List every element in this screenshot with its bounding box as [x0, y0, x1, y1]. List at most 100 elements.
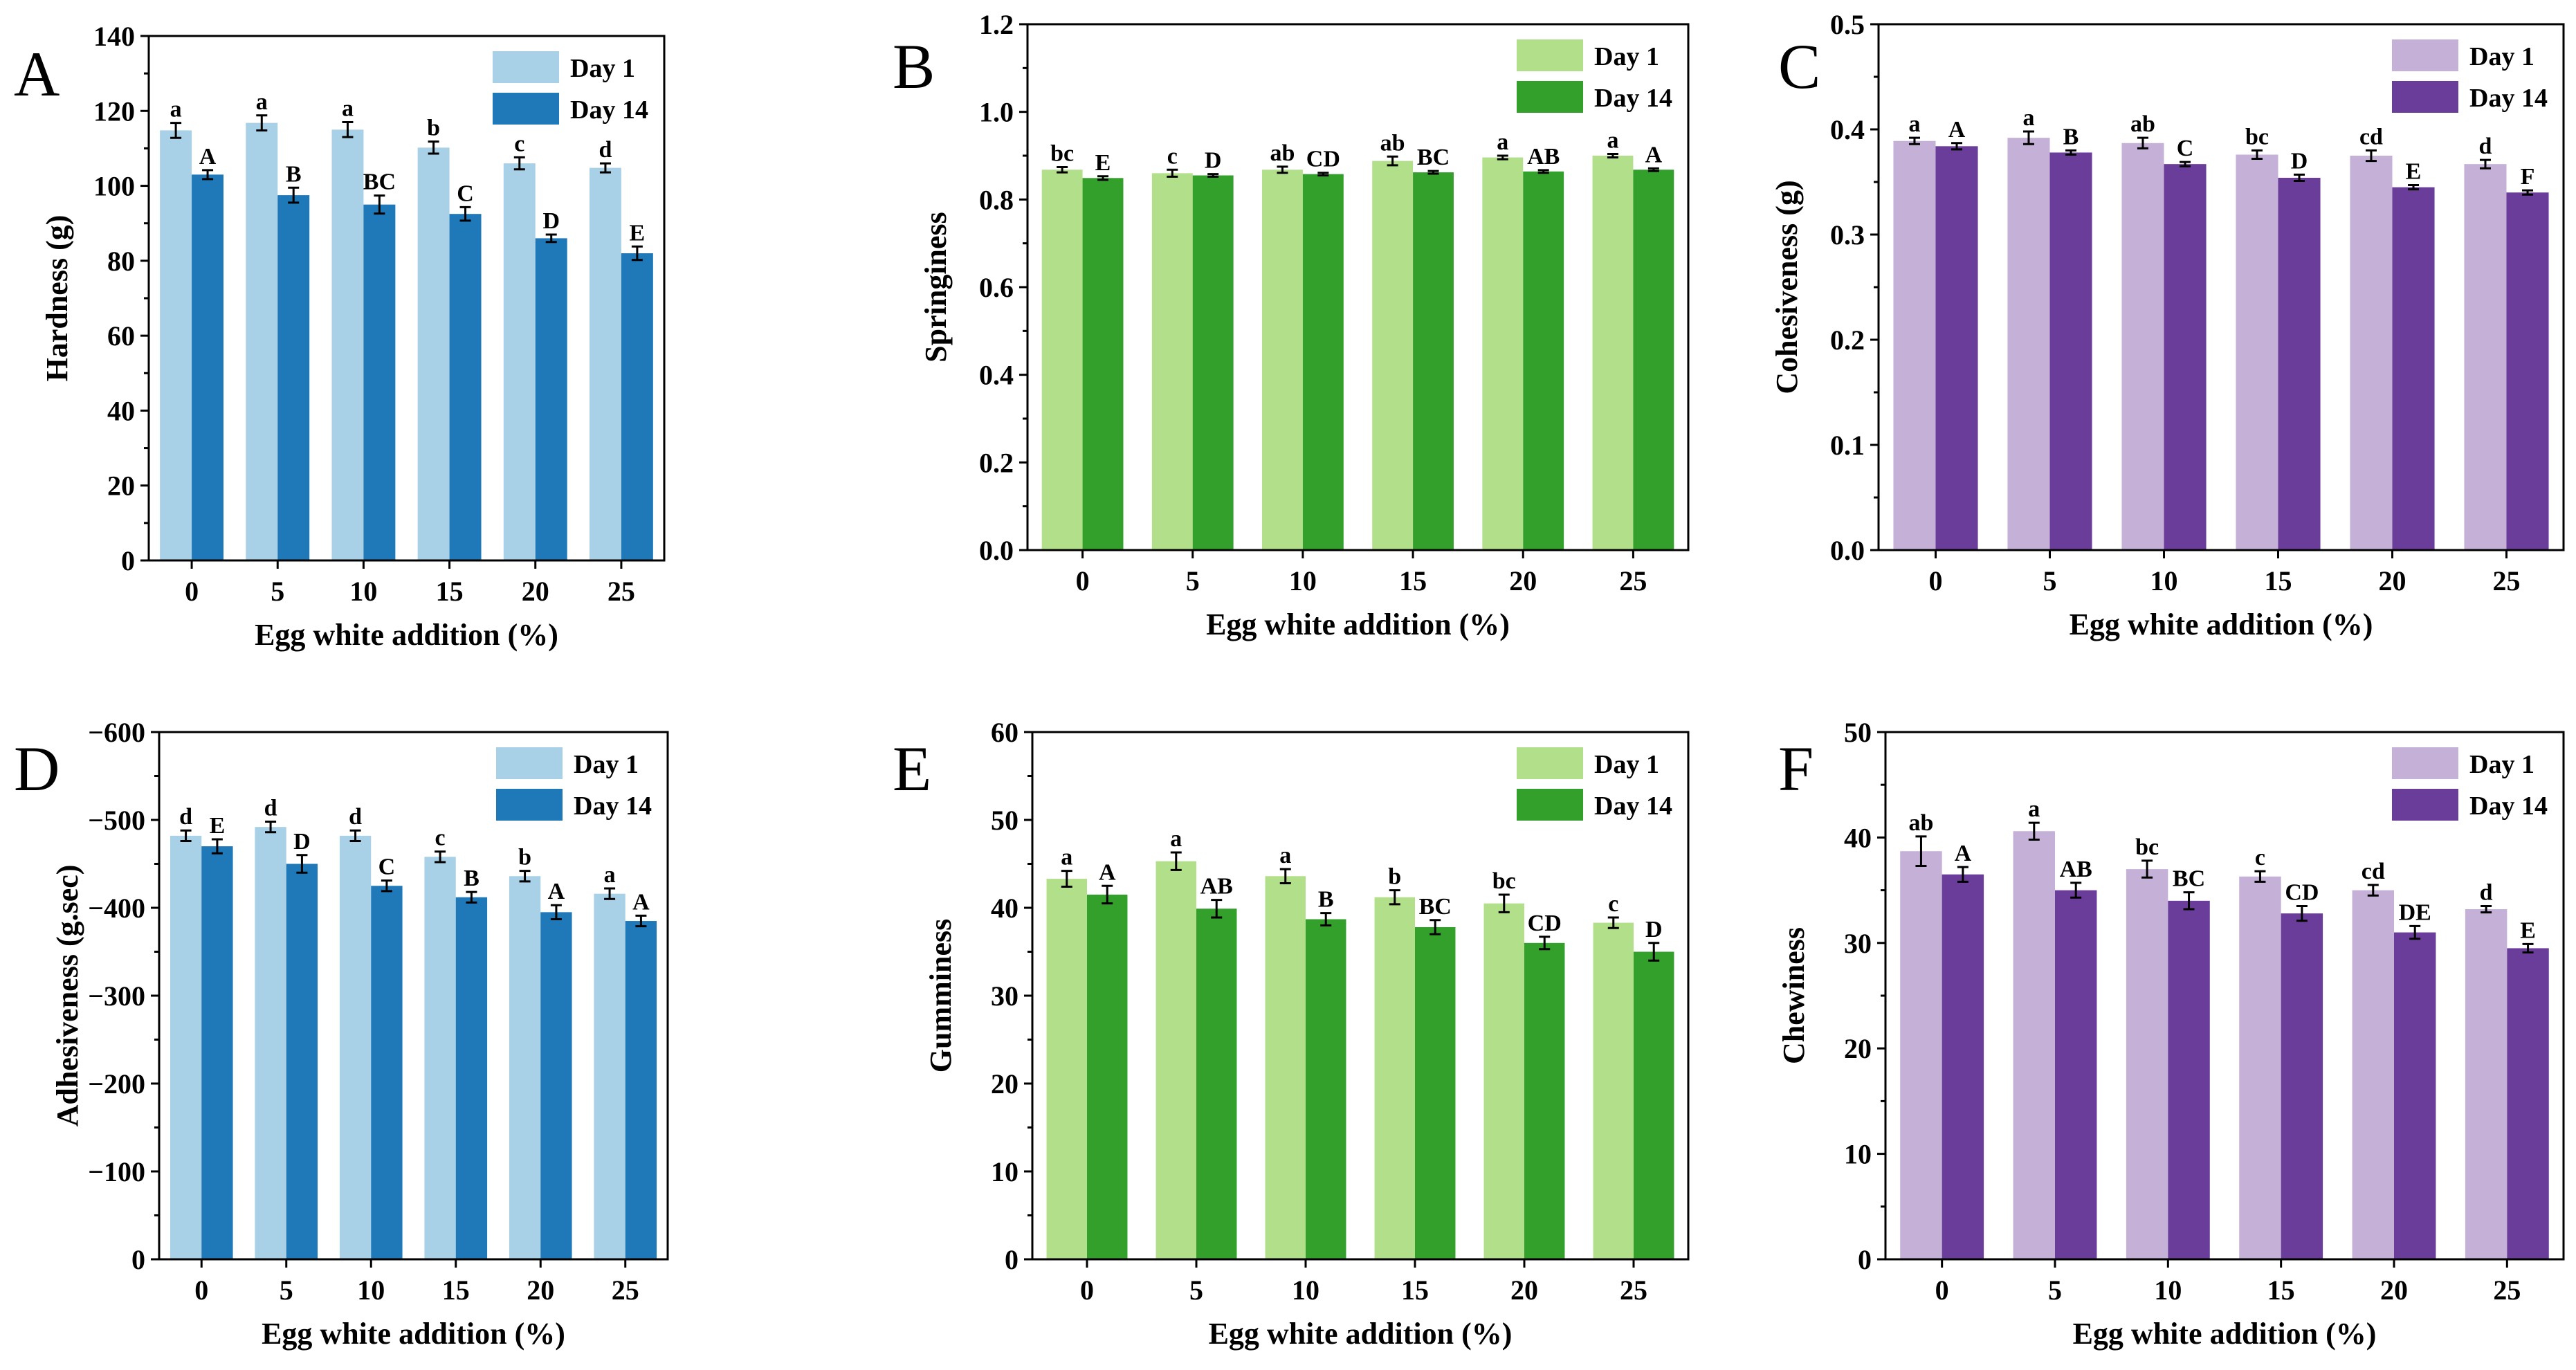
- error-bar: [1498, 893, 1510, 913]
- bar-day14-10: [2168, 900, 2210, 1259]
- panel-letter: D: [14, 733, 60, 804]
- y-tick-label: 20: [991, 1068, 1018, 1099]
- bar-day1-0: [1041, 170, 1083, 550]
- significance-label: BC: [1419, 894, 1452, 920]
- x-tick-label: 0: [185, 576, 199, 607]
- bar-day1-0: [1900, 851, 1942, 1259]
- bar-day1-0: [160, 130, 192, 560]
- bar-day1-15: [424, 857, 456, 1259]
- error-bar: [2141, 859, 2153, 879]
- legend-label: Day 14: [574, 792, 652, 821]
- significance-label: E: [2406, 159, 2422, 185]
- bar-day14-5: [2055, 890, 2097, 1259]
- significance-label: CD: [1528, 911, 1562, 936]
- significance-label: F: [2521, 164, 2535, 190]
- panel-letter: F: [1778, 733, 1814, 804]
- y-tick-label: 0.4: [1830, 114, 1865, 145]
- error-bar: [466, 890, 477, 904]
- significance-label: BC: [2173, 866, 2205, 892]
- y-tick-label: −600: [88, 717, 145, 748]
- bar-day1-20: [503, 163, 536, 561]
- legend: Day 1 Day 14: [1517, 39, 1672, 113]
- error-bar: [2522, 189, 2534, 196]
- significance-label: AB: [2060, 857, 2092, 882]
- significance-label: A: [548, 879, 565, 904]
- y-tick-label: −400: [88, 893, 145, 924]
- error-bar: [2409, 924, 2421, 940]
- error-bar: [170, 122, 182, 139]
- legend-label: Day 1: [1594, 42, 1659, 71]
- legend-swatch: [493, 51, 559, 83]
- error-bar: [2137, 136, 2148, 149]
- significance-label: bc: [1050, 140, 1074, 166]
- significance-label: d: [179, 804, 192, 830]
- bar-day1-10: [2121, 143, 2164, 550]
- bar-day14-15: [1413, 172, 1454, 551]
- x-tick-label: 10: [2154, 1275, 2182, 1306]
- x-tick-label: 25: [608, 576, 635, 607]
- error-bar: [211, 838, 223, 855]
- bar-day1-10: [2126, 869, 2168, 1259]
- error-bar: [1167, 168, 1178, 178]
- y-tick-label: 140: [93, 21, 135, 52]
- bar-day1-20: [1482, 157, 1524, 551]
- bar-day1-15: [1372, 161, 1414, 551]
- bar-day14-20: [2394, 932, 2436, 1259]
- bar-day1-15: [2236, 154, 2278, 551]
- significance-label: a: [1607, 127, 1618, 153]
- legend-label: Day 14: [2469, 792, 2548, 821]
- y-tick-label: 0.3: [1830, 219, 1865, 250]
- significance-label: b: [1388, 864, 1401, 890]
- error-bar: [202, 169, 214, 181]
- bar-day14-10: [2164, 164, 2207, 550]
- x-axis-title: Egg white addition (%): [255, 618, 558, 652]
- chart-panel-b: Bbc c ab ab a a E D CD BC AB A 0.0 0.2 0.4 0.6 0.8 1.0 1.2…: [893, 9, 1690, 641]
- error-bar: [2022, 130, 2034, 145]
- bar-day14-0: [1082, 178, 1124, 550]
- bar-day14-5: [2049, 152, 2092, 550]
- significance-label: D: [293, 829, 311, 855]
- significance-label: BC: [1417, 145, 1450, 170]
- significance-label: A: [199, 144, 217, 170]
- error-bar: [545, 233, 557, 244]
- error-bar: [1387, 155, 1398, 167]
- bar-day14-0: [192, 174, 224, 561]
- error-bar: [288, 186, 300, 204]
- y-tick-label: 0.8: [979, 184, 1014, 215]
- y-tick-label: 0.5: [1830, 9, 1865, 40]
- y-axis-title: Springiness: [919, 212, 953, 363]
- bar-day14-5: [1196, 908, 1237, 1259]
- y-tick-label: 30: [991, 980, 1018, 1012]
- y-tick-label: 20: [1844, 1033, 1872, 1064]
- x-tick-label: 15: [1399, 565, 1427, 596]
- significance-label: cd: [2362, 859, 2385, 884]
- bar-day1-10: [339, 835, 372, 1259]
- bar-day14-10: [363, 204, 396, 561]
- error-bar: [635, 914, 647, 928]
- significance-label: bc: [1492, 868, 1516, 894]
- significance-label: AB: [1527, 144, 1560, 170]
- error-bar: [519, 870, 531, 883]
- x-tick-label: 15: [2265, 565, 2292, 596]
- error-bar: [1211, 899, 1223, 919]
- error-bar: [1607, 152, 1618, 159]
- x-tick-label: 0: [1080, 1275, 1094, 1306]
- significance-label: cd: [2359, 124, 2383, 149]
- error-bar: [2028, 821, 2040, 841]
- x-axis-title: Egg white addition (%): [1206, 608, 1510, 641]
- bar-day14-0: [1087, 894, 1128, 1259]
- error-bar: [435, 850, 446, 864]
- legend: Day 1 Day 14: [496, 747, 652, 821]
- error-bar: [2367, 884, 2379, 897]
- significance-label: E: [210, 813, 226, 839]
- legend-swatch: [1517, 39, 1583, 71]
- bar-day14-10: [1306, 919, 1346, 1259]
- significance-label: a: [604, 862, 616, 888]
- bar-day1-0: [1893, 140, 1936, 551]
- significance-label: A: [1099, 859, 1116, 885]
- significance-label: D: [1645, 917, 1663, 942]
- legend-label: Day 1: [2469, 750, 2534, 779]
- significance-label: A: [1645, 142, 1663, 167]
- legend: Day 1 Day 14: [2392, 39, 2548, 113]
